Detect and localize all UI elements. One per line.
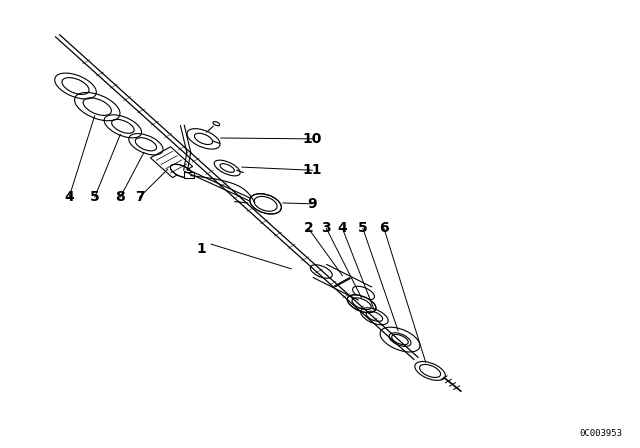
Text: 0C003953: 0C003953 bbox=[579, 429, 622, 438]
Text: 10: 10 bbox=[303, 132, 322, 146]
Ellipse shape bbox=[250, 194, 282, 214]
Text: 8: 8 bbox=[115, 190, 125, 204]
Text: 4: 4 bbox=[64, 190, 74, 204]
Ellipse shape bbox=[170, 164, 193, 178]
Polygon shape bbox=[150, 147, 193, 177]
Text: 6: 6 bbox=[379, 221, 389, 236]
Text: 5: 5 bbox=[358, 221, 368, 236]
Text: 9: 9 bbox=[307, 197, 317, 211]
Text: 1: 1 bbox=[196, 241, 207, 256]
Text: 4: 4 bbox=[337, 221, 348, 236]
Ellipse shape bbox=[348, 295, 376, 313]
Ellipse shape bbox=[310, 265, 332, 278]
Text: 7: 7 bbox=[134, 190, 145, 204]
Polygon shape bbox=[184, 172, 194, 178]
Text: 5: 5 bbox=[90, 190, 100, 204]
Text: 2: 2 bbox=[303, 221, 314, 236]
Text: 11: 11 bbox=[303, 163, 322, 177]
Text: 3: 3 bbox=[321, 221, 332, 236]
